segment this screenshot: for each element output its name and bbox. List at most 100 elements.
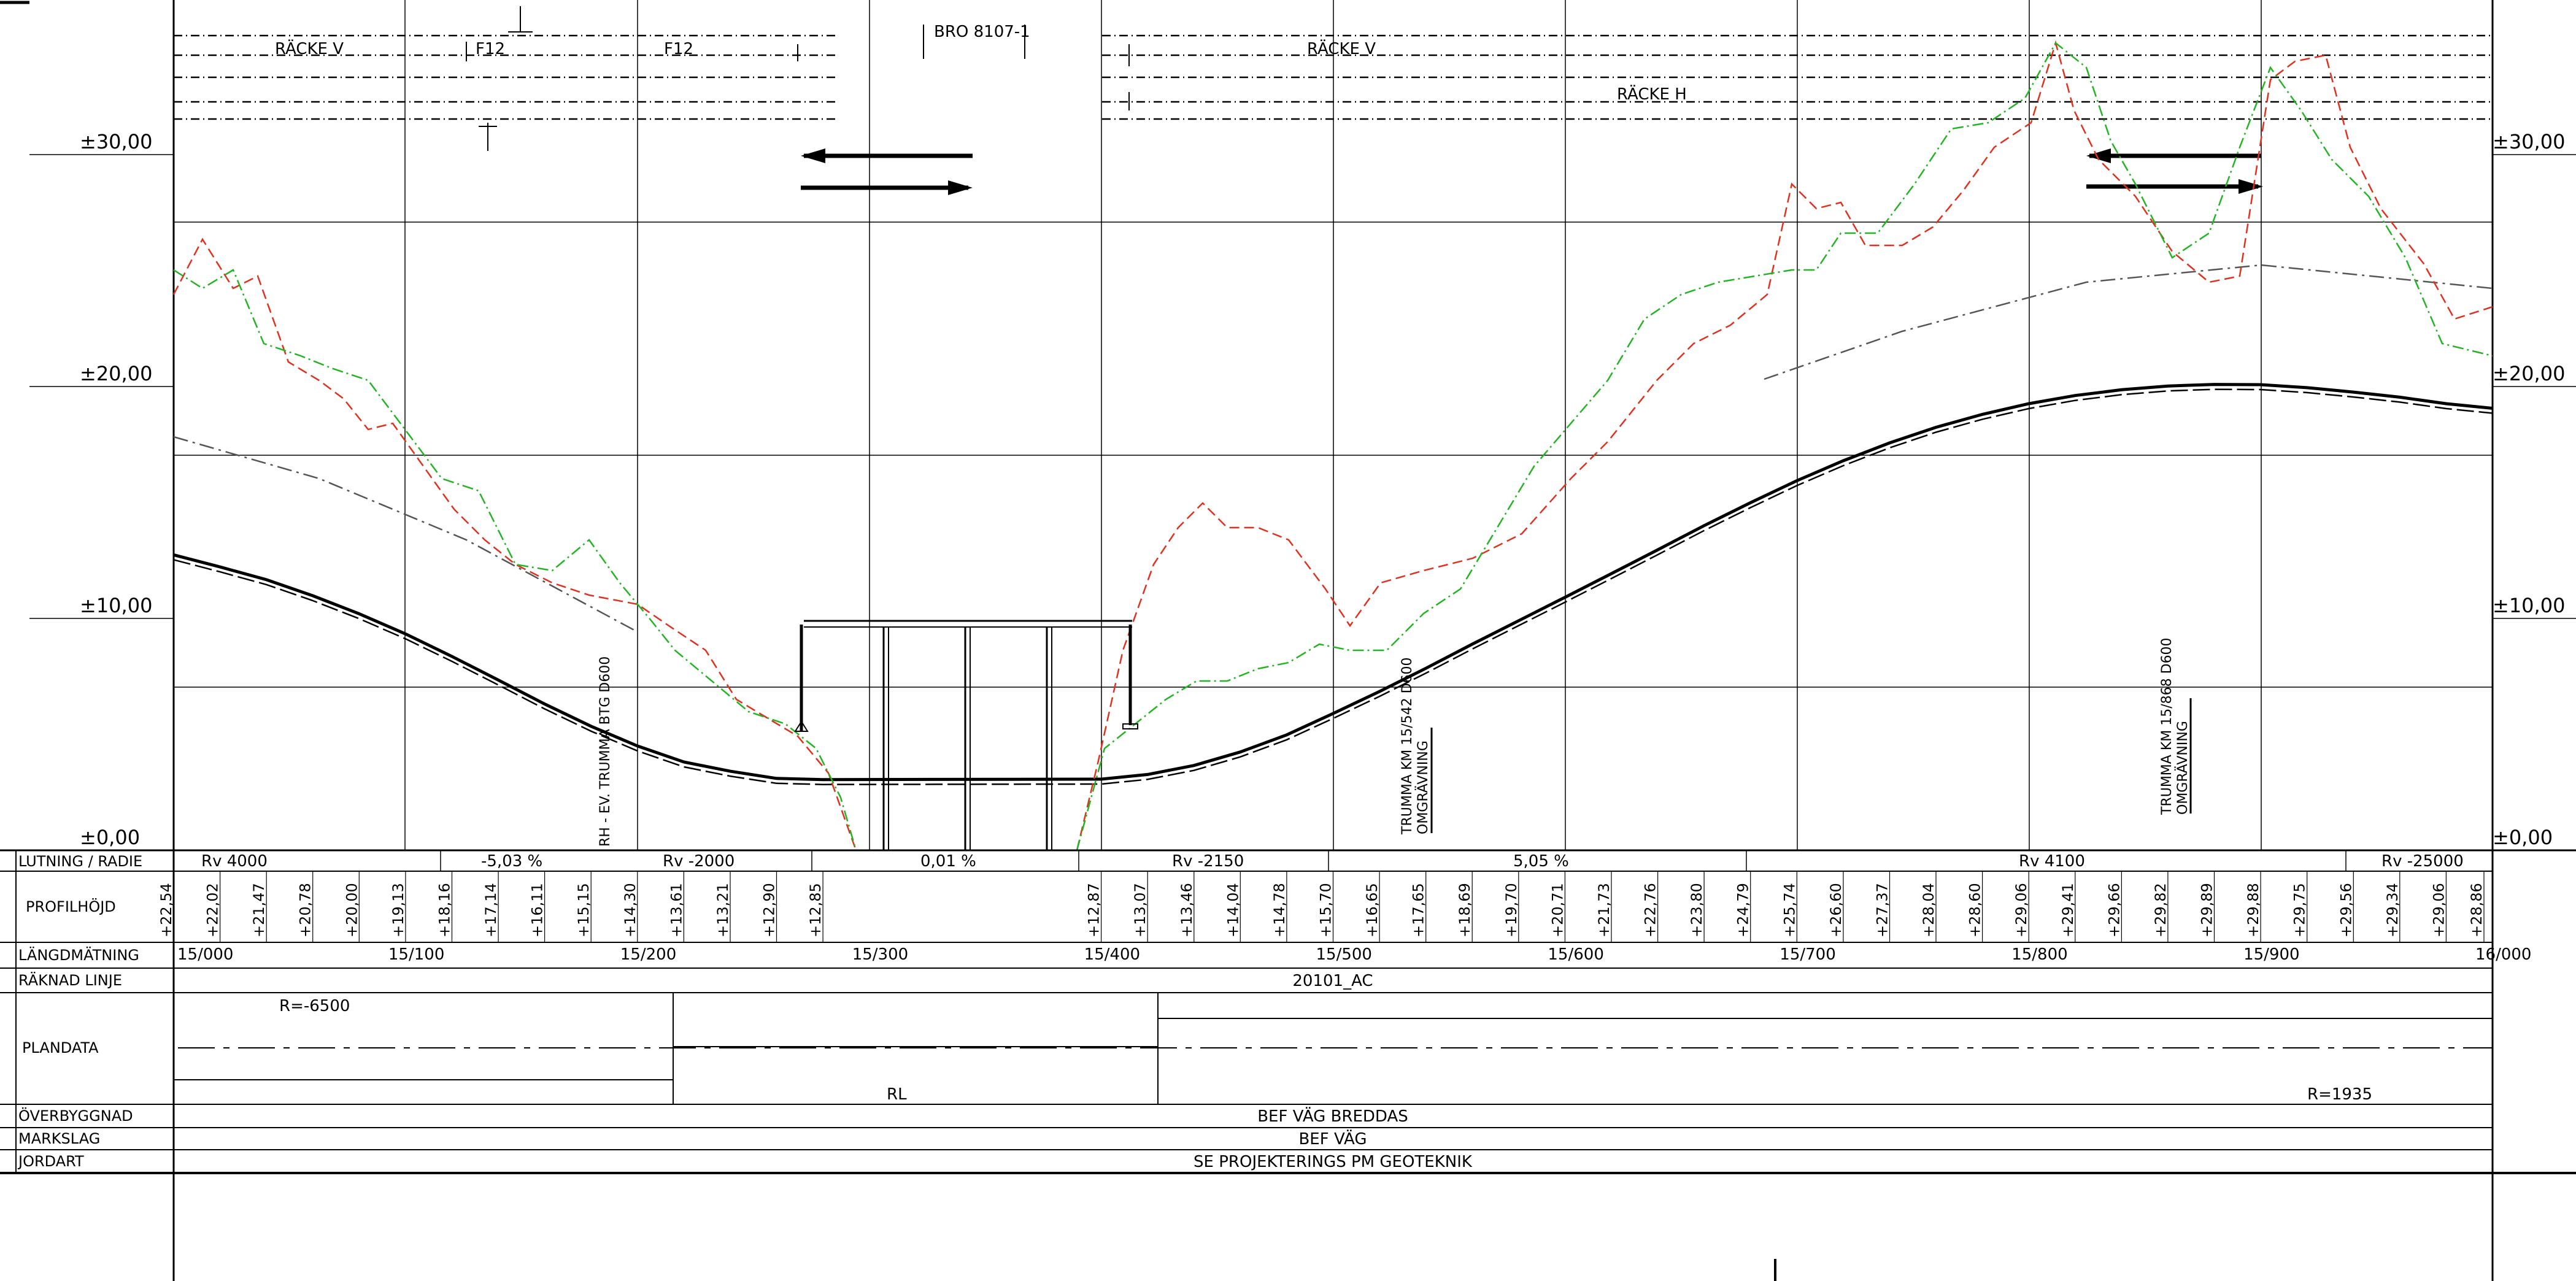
plandata-r2: R=1935: [2307, 1085, 2372, 1104]
langdmatning-value: 15/000: [177, 945, 233, 964]
elevation-labels: ±30,00 ±20,00 ±10,00 ±0,00 ±30,00 ±20,00…: [80, 130, 2565, 849]
langdmatning-value: 15/600: [1548, 945, 1603, 964]
langdmatning-value: 15/100: [388, 945, 444, 964]
profilhojd-value: +26,60: [1827, 883, 1845, 937]
existing-ditch-left: [173, 436, 638, 633]
langdmatning-value: 15/900: [2243, 945, 2299, 964]
jordart-value: SE PROJEKTERINGS PM GEOTEKNIK: [1194, 1153, 1473, 1171]
profilhojd-value: +18,69: [1456, 883, 1473, 937]
row-label-raknad: RÄKNAD LINJE: [18, 971, 122, 989]
langdmatning-values: 15/000 15/100 15/200 15/300 15/400 15/500 15/6…: [177, 945, 2531, 964]
profilhojd-value: +17,65: [1410, 883, 1427, 937]
station-grid: [404, 0, 2262, 850]
label-racke-v-left: RÄCKE V: [275, 39, 344, 58]
elev-label-30-right: ±30,00: [2493, 130, 2565, 153]
profilhojd-value: +19,70: [1503, 883, 1520, 937]
profilhojd-value: +29,66: [2105, 883, 2123, 937]
lutning-7: Rv -25000: [2381, 852, 2464, 871]
profilhojd-value: +20,00: [343, 883, 360, 937]
elev-label-20-right: ±20,00: [2493, 362, 2565, 385]
profilhojd-value: +13,07: [1132, 883, 1149, 937]
profilhojd-value: +19,13: [390, 883, 407, 937]
lutning-2: Rv -2000: [663, 852, 735, 871]
profilhojd-value: +24,79: [1735, 883, 1752, 937]
profilhojd-value: +12,85: [807, 883, 824, 937]
existing-ground-red-right: [1076, 40, 2493, 851]
langdmatning-value: 15/400: [1084, 945, 1140, 964]
row-label-lutning: LUTNING / RADIE: [18, 853, 142, 870]
lutning-5: 5,05 %: [1513, 852, 1569, 871]
existing-ground-green-left: [173, 269, 857, 851]
row-label-langdmatning: LÄNGDMÄTNING: [18, 946, 139, 964]
profilhojd-value: +29,06: [2013, 883, 2030, 937]
langdmatning-value: 16/000: [2475, 945, 2531, 964]
existing-ground-green-right: [1076, 42, 2493, 851]
profilhojd-value: +29,75: [2291, 883, 2308, 937]
lutning-values: Rv 4000 -5,03 % Rv -2000 0,01 % Rv -2150…: [201, 852, 2464, 871]
elev-label-0-right: ±0,00: [2493, 826, 2553, 849]
culvert-1-label: RH - EV. TRUMMA BTG D600: [598, 656, 613, 847]
label-f12-b: F12: [664, 40, 693, 58]
culvert-2-sub: OMGRÄVNING: [1415, 741, 1431, 834]
profilhojd-value: +28,60: [1967, 883, 1984, 937]
profilhojd-value: +22,02: [204, 883, 222, 937]
direction-arrows: [801, 148, 2263, 195]
lutning-3: 0,01 %: [920, 852, 976, 871]
row-label-profilhojd: PROFILHÖJD: [26, 898, 116, 915]
profilhojd-value: +17,14: [482, 883, 499, 937]
profilhojd-value: +29,82: [2152, 883, 2169, 937]
profilhojd-value: +20,71: [1549, 883, 1566, 937]
profilhojd-value: +14,78: [1271, 883, 1288, 937]
profilhojd-value: +16,65: [1363, 883, 1381, 937]
profile-curves: [172, 40, 2493, 851]
langdmatning-value: 15/200: [620, 945, 676, 964]
elev-label-0: ±0,00: [80, 826, 140, 849]
profilhojd-value: +25,74: [1781, 883, 1798, 937]
profilhojd-value: +12,90: [761, 883, 778, 937]
profilhojd-values: +22,54 +22,02 +21,47 +20,78 +20,00 +19,13 +18,…: [158, 883, 2485, 937]
profilhojd-value: +14,30: [622, 883, 639, 937]
profilhojd-value: +29,56: [2337, 883, 2354, 937]
row-labels: LUTNING / RADIE PROFILHÖJD LÄNGDMÄTNING …: [17, 853, 142, 1170]
profilhojd-value: +29,88: [2245, 883, 2262, 937]
langdmatning-value: 15/500: [1316, 945, 1372, 964]
culverts: RH - EV. TRUMMA BTG D600 TRUMMA KM 15/54…: [598, 637, 2192, 847]
culvert-3-sub: OMGRÄVNING: [2175, 721, 2191, 815]
profilhojd-value: +29,41: [2059, 883, 2077, 937]
profilhojd-value: +15,70: [1317, 883, 1335, 937]
lutning-4: Rv -2150: [1172, 852, 1244, 871]
profilhojd-value: +12,87: [1086, 883, 1103, 937]
profilhojd-value: +22,54: [158, 883, 175, 937]
row-label-overbyggnad: ÖVERBYGGNAD: [18, 1107, 133, 1125]
langdmatning-value: 15/700: [1780, 945, 1835, 964]
label-f12-a: F12: [476, 40, 505, 58]
top-annotations: RÄCKE V F12 F12 BRO 8107-1 RÄCKE V RÄCKE…: [275, 23, 1687, 104]
label-bridge: BRO 8107-1: [934, 23, 1030, 41]
design-profile-line: [173, 383, 2493, 782]
langdmatning-value: 15/300: [852, 945, 908, 964]
lutning-0: Rv 4000: [201, 852, 268, 871]
railing-lines: [174, 34, 2493, 120]
label-racke-v-right: RÄCKE V: [1307, 39, 1376, 58]
profilhojd-value: +23,80: [1688, 883, 1705, 937]
data-table: [0, 849, 2576, 1173]
markslag-value: BEF VÄG: [1298, 1129, 1367, 1148]
elevation-grid: [29, 154, 2576, 851]
bridge: [794, 620, 1138, 850]
profilhojd-value: +27,37: [1874, 883, 1891, 937]
row-label-markslag: MARKSLAG: [18, 1130, 100, 1147]
label-racke-h: RÄCKE H: [1617, 84, 1687, 104]
profilhojd-ticks: [173, 871, 2485, 942]
culvert-2-label: TRUMMA KM 15/542 D600: [1400, 657, 1415, 835]
profilhojd-value: +29,34: [2384, 883, 2401, 937]
lutning-1: -5,03 %: [481, 852, 542, 871]
profilhojd-value: +18,16: [436, 883, 453, 937]
profilhojd-value: +21,47: [250, 883, 268, 937]
profilhojd-value: +13,46: [1178, 883, 1195, 937]
existing-ground-red-left: [172, 237, 857, 851]
elev-label-10-right: ±10,00: [2493, 594, 2565, 617]
profilhojd-value: +29,89: [2199, 883, 2216, 937]
profilhojd-value: +28,04: [1920, 883, 1937, 937]
